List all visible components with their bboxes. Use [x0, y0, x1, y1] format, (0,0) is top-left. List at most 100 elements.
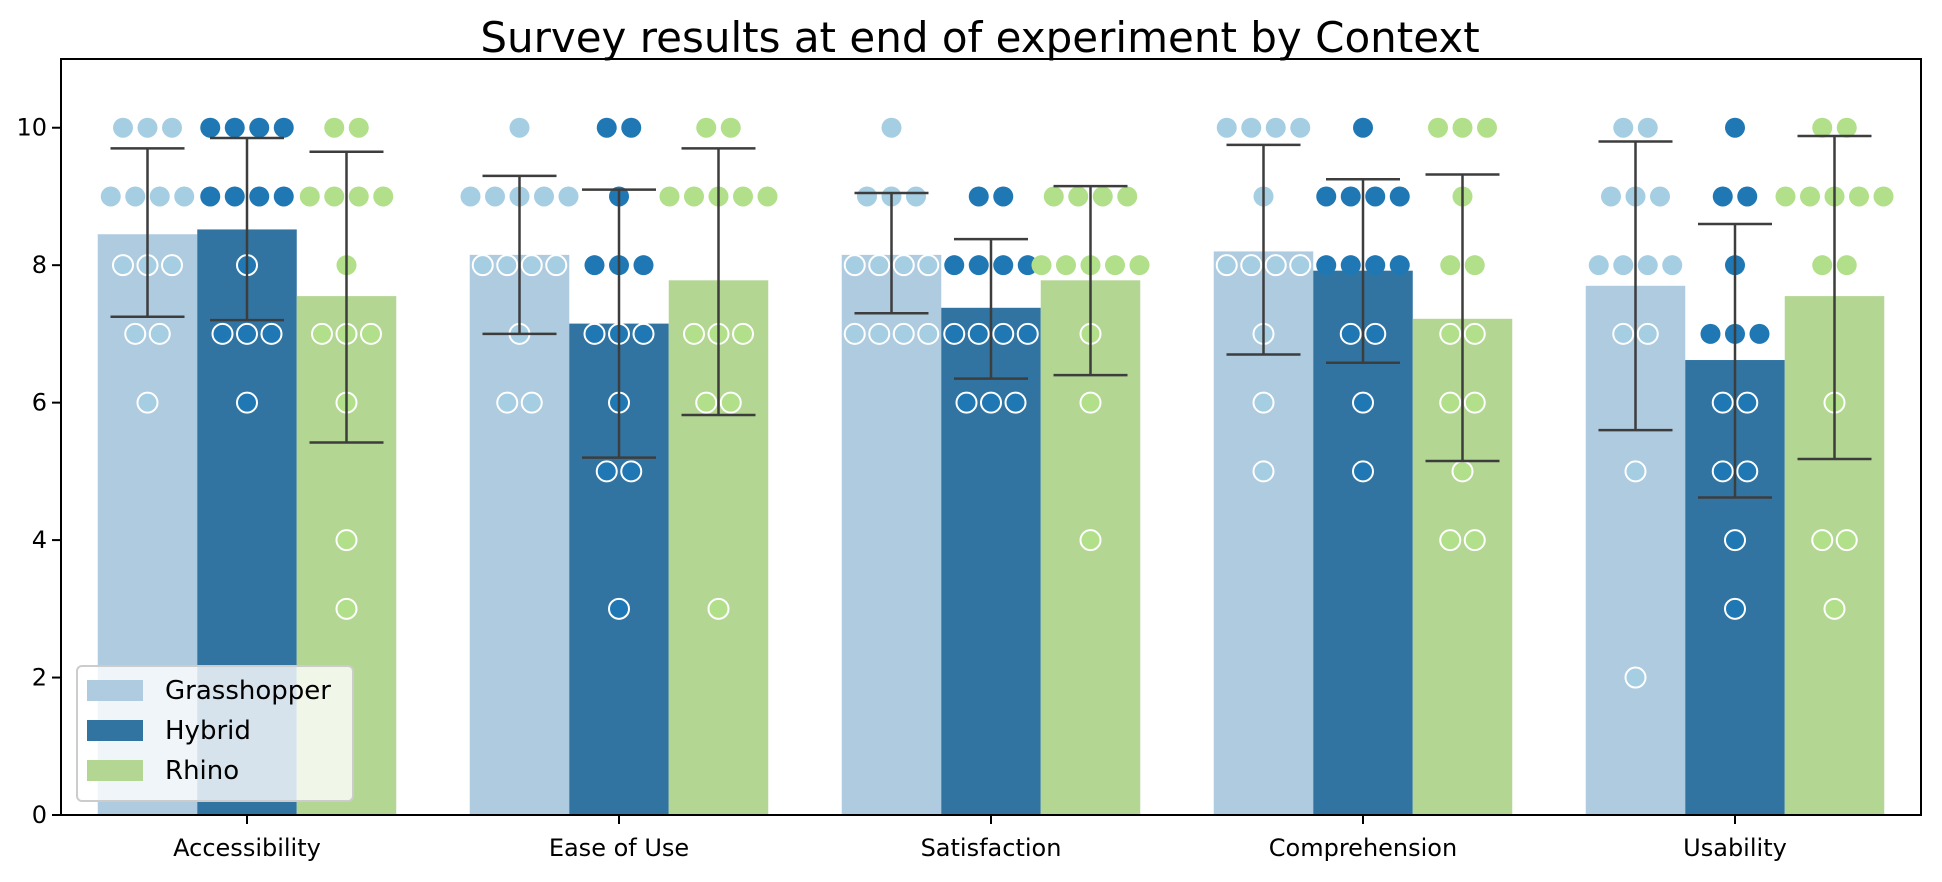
- point-rhino-1: [732, 322, 754, 345]
- point-rhino-4: [1823, 597, 1846, 620]
- y-tick-label-3: 6: [32, 389, 47, 417]
- point-rhino-4: [1835, 529, 1858, 552]
- point-grasshopper-0: [148, 322, 171, 345]
- point-hybrid-3: [1340, 186, 1361, 207]
- point-hybrid-0: [224, 186, 245, 207]
- point-rhino-0: [324, 186, 345, 207]
- point-rhino-3: [1463, 322, 1486, 345]
- errorbars-layer: [110, 134, 1872, 499]
- legend-box: [76, 665, 354, 802]
- point-grasshopper-2: [843, 322, 866, 345]
- point-rhino-3: [1439, 391, 1462, 414]
- x-axis: Accessibility Ease of Use Satisfaction Comp…: [173, 815, 1787, 862]
- point-rhino-2: [1079, 529, 1102, 552]
- point-hybrid-0: [236, 322, 258, 345]
- point-grasshopper-1: [534, 186, 554, 207]
- point-rhino-4: [1811, 529, 1834, 552]
- point-hybrid-1: [620, 460, 643, 483]
- point-hybrid-2: [1016, 322, 1039, 345]
- point-grasshopper-2: [868, 254, 891, 277]
- point-rhino-1: [659, 186, 680, 207]
- bars-layer: [97, 229, 1885, 816]
- point-rhino-3: [1452, 117, 1473, 138]
- point-hybrid-1: [608, 597, 630, 620]
- point-rhino-0: [335, 529, 358, 552]
- point-rhino-4: [1873, 186, 1894, 207]
- point-rhino-4: [1812, 117, 1833, 138]
- point-grasshopper-4: [1601, 186, 1621, 207]
- bar-grasshopper-2: [841, 254, 942, 815]
- point-rhino-4: [1849, 186, 1869, 207]
- point-rhino-2: [1105, 255, 1125, 276]
- point-grasshopper-2: [917, 254, 940, 277]
- point-hybrid-3: [1364, 322, 1387, 345]
- point-rhino-3: [1463, 391, 1486, 414]
- point-hybrid-3: [1340, 255, 1361, 276]
- bar-hybrid-2: [941, 307, 1041, 815]
- point-grasshopper-2: [868, 322, 891, 345]
- x-tick-label-0: Accessibility: [173, 834, 321, 862]
- point-rhino-1: [696, 117, 717, 138]
- chart-title: Survey results at end of experiment by C…: [480, 13, 1479, 62]
- point-rhino-4: [1836, 255, 1857, 276]
- point-grasshopper-1: [496, 254, 519, 277]
- point-hybrid-2: [955, 391, 978, 414]
- point-rhino-3: [1463, 529, 1486, 552]
- point-grasshopper-4: [1612, 322, 1635, 345]
- point-rhino-3: [1451, 460, 1474, 483]
- legend-label-rhino: Rhino: [165, 756, 239, 786]
- point-hybrid-4: [1749, 323, 1770, 344]
- point-grasshopper-4: [1624, 460, 1647, 483]
- point-grasshopper-0: [124, 322, 147, 345]
- y-tick-label-2: 4: [32, 526, 47, 554]
- point-rhino-1: [684, 186, 704, 207]
- point-grasshopper-4: [1636, 322, 1659, 345]
- point-grasshopper-3: [1240, 254, 1263, 277]
- point-grasshopper-3: [1252, 460, 1275, 483]
- point-grasshopper-2: [881, 117, 902, 138]
- point-rhino-0: [299, 186, 320, 207]
- point-grasshopper-4: [1624, 666, 1647, 689]
- point-grasshopper-4: [1637, 117, 1658, 138]
- point-hybrid-0: [260, 322, 283, 345]
- point-hybrid-4: [1736, 460, 1759, 483]
- point-hybrid-3: [1316, 255, 1337, 276]
- point-hybrid-1: [595, 460, 618, 483]
- point-hybrid-1: [584, 255, 605, 276]
- point-hybrid-0: [211, 322, 234, 345]
- point-rhino-3: [1439, 529, 1462, 552]
- point-hybrid-4: [1700, 323, 1721, 344]
- point-grasshopper-2: [892, 254, 915, 277]
- point-grasshopper-1: [460, 186, 481, 207]
- point-grasshopper-1: [558, 186, 579, 207]
- points-layer: [100, 117, 1894, 689]
- point-hybrid-0: [200, 117, 221, 138]
- point-rhino-1: [757, 186, 778, 207]
- point-grasshopper-0: [137, 117, 158, 138]
- point-hybrid-4: [1724, 529, 1746, 552]
- y-tick-label-4: 8: [32, 251, 47, 279]
- point-hybrid-2: [993, 186, 1014, 207]
- point-hybrid-0: [273, 117, 294, 138]
- point-rhino-3: [1428, 117, 1448, 138]
- legend-swatch-grasshopper: [87, 680, 143, 701]
- bar-grasshopper-1: [469, 254, 570, 815]
- point-grasshopper-2: [892, 322, 915, 345]
- point-hybrid-3: [1352, 391, 1374, 414]
- point-rhino-0: [324, 117, 345, 138]
- legend-label-grasshopper: Grasshopper: [165, 676, 331, 706]
- point-rhino-0: [311, 322, 333, 345]
- point-hybrid-3: [1352, 460, 1374, 483]
- legend-swatch-hybrid: [87, 720, 143, 741]
- point-rhino-0: [373, 186, 394, 207]
- point-rhino-0: [348, 186, 369, 207]
- point-rhino-2: [1043, 186, 1064, 207]
- point-grasshopper-0: [100, 186, 121, 207]
- point-hybrid-4: [1712, 186, 1733, 207]
- point-grasshopper-3: [1290, 117, 1311, 138]
- point-grasshopper-0: [112, 254, 134, 277]
- point-grasshopper-3: [1216, 117, 1237, 138]
- y-axis: 0 2 4 6 8 10: [16, 114, 61, 829]
- legend: Grasshopper Hybrid Rhino: [76, 665, 354, 802]
